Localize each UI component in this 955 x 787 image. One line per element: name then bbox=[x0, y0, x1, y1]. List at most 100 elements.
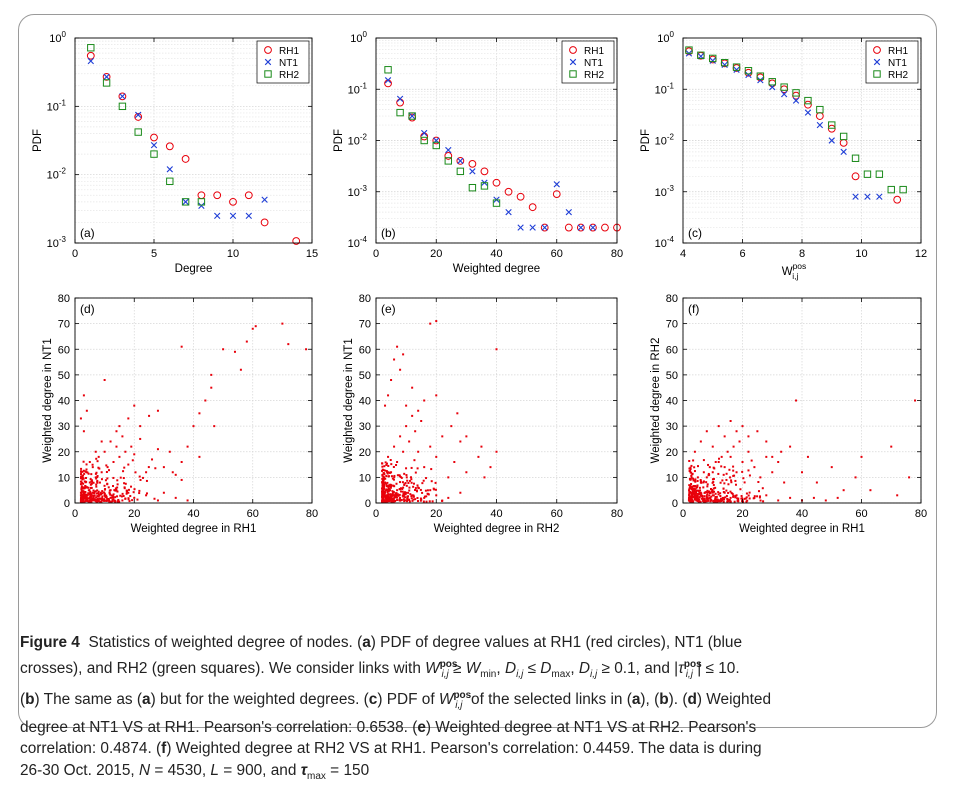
scatter-point bbox=[401, 487, 404, 490]
x-tick-label: 0 bbox=[72, 248, 78, 260]
scatter-point bbox=[192, 425, 195, 428]
scatter-point bbox=[124, 482, 127, 485]
data-point-rh1 bbox=[420, 132, 429, 141]
x-tick-label: 0 bbox=[72, 508, 78, 520]
scatter-point bbox=[124, 450, 127, 453]
scatter-point bbox=[414, 471, 417, 474]
scatter-point bbox=[689, 468, 692, 471]
scatter-point bbox=[708, 494, 711, 497]
y-tick-label: 100 bbox=[657, 30, 674, 45]
scatter-point bbox=[83, 496, 86, 499]
data-point-rh2 bbox=[480, 182, 489, 190]
panel-label: (b) bbox=[381, 226, 396, 240]
scatter-point bbox=[480, 445, 483, 448]
scatter-point bbox=[383, 500, 386, 503]
scatter-point bbox=[393, 358, 396, 361]
data-point-nt1 bbox=[517, 224, 524, 231]
scatter-point bbox=[125, 489, 128, 492]
scatter-point bbox=[410, 466, 413, 469]
data-point-rh1 bbox=[516, 192, 525, 201]
data-point-rh2 bbox=[166, 177, 174, 185]
scatter-point bbox=[156, 409, 159, 412]
scatter-point bbox=[698, 496, 701, 499]
scatter-point bbox=[402, 494, 405, 497]
chart-panel-5 bbox=[375, 297, 618, 504]
scatter-point bbox=[691, 472, 694, 475]
scatter-point bbox=[106, 466, 109, 469]
scatter-point bbox=[118, 500, 121, 503]
scatter-point bbox=[706, 493, 709, 496]
scatter-point bbox=[109, 500, 112, 503]
scatter-point bbox=[730, 492, 733, 495]
scatter-point bbox=[104, 479, 107, 482]
scatter-point bbox=[777, 461, 780, 463]
scatter-point bbox=[399, 435, 402, 438]
legend-label-nt1: NT1 bbox=[584, 58, 603, 69]
scatter-point bbox=[692, 491, 695, 494]
scatter-point bbox=[382, 493, 385, 496]
data-point-rh1 bbox=[134, 113, 143, 121]
scatter-point bbox=[722, 473, 725, 476]
scatter-point bbox=[400, 499, 403, 502]
scatter-point bbox=[114, 489, 117, 492]
scatter-point bbox=[408, 440, 411, 443]
scatter-point bbox=[731, 492, 734, 495]
scatter-point bbox=[688, 484, 691, 487]
chart-panel-3 bbox=[682, 37, 922, 244]
scatter-point bbox=[425, 477, 428, 480]
data-point-rh1 bbox=[504, 187, 513, 196]
scatter-point bbox=[693, 489, 696, 492]
data-point-rh1 bbox=[118, 92, 127, 101]
scatter-point bbox=[753, 496, 756, 499]
scatter-point bbox=[95, 483, 98, 486]
scatter-point bbox=[732, 465, 735, 468]
scatter-point bbox=[696, 479, 699, 482]
scatter-point bbox=[729, 496, 732, 499]
legend-marker-nt1 bbox=[569, 58, 577, 66]
scatter-point bbox=[742, 500, 745, 503]
scatter-point bbox=[743, 497, 746, 500]
data-point-rh1 bbox=[150, 133, 158, 142]
data-point-rh2 bbox=[780, 83, 788, 91]
scatter-point bbox=[908, 476, 911, 479]
scatter-point bbox=[122, 494, 125, 497]
y-tick-label: 60 bbox=[666, 344, 678, 356]
scatter-point bbox=[115, 430, 118, 433]
scatter-point bbox=[714, 496, 717, 499]
scatter-point bbox=[107, 499, 110, 502]
scatter-point bbox=[729, 500, 732, 503]
scatter-point bbox=[413, 459, 416, 462]
scatter-point bbox=[404, 493, 407, 496]
y-tick-label: 60 bbox=[359, 344, 371, 356]
scatter-point bbox=[80, 490, 83, 493]
scatter-point bbox=[717, 425, 720, 428]
x-axis-label: Weighted degree bbox=[453, 263, 540, 275]
scatter-point bbox=[99, 491, 102, 494]
scatter-point bbox=[408, 479, 411, 482]
scatter-point bbox=[430, 468, 433, 471]
scatter-point bbox=[734, 483, 737, 486]
scatter-point bbox=[111, 494, 114, 497]
scatter-point bbox=[695, 492, 698, 495]
scatter-point bbox=[392, 497, 395, 500]
scatter-point bbox=[708, 490, 711, 493]
scatter-point bbox=[696, 496, 699, 499]
scatter-point bbox=[386, 472, 389, 475]
scatter-point bbox=[127, 497, 130, 500]
figure-caption: Figure 4 Statistics of weighted degree o… bbox=[20, 632, 935, 787]
scatter-point bbox=[387, 493, 390, 496]
scatter-point bbox=[398, 488, 401, 491]
scatter-point bbox=[703, 499, 706, 502]
caption-line-2: crosses), and RH2 (green squares). We co… bbox=[20, 658, 740, 680]
scatter-point bbox=[765, 440, 768, 443]
data-point-rh1 bbox=[244, 191, 253, 200]
scatter-point bbox=[692, 479, 695, 482]
scatter-point bbox=[395, 496, 398, 499]
scatter-point bbox=[153, 497, 156, 500]
scatter-point bbox=[727, 500, 730, 503]
scatter-point bbox=[393, 445, 396, 448]
scatter-point bbox=[82, 394, 85, 397]
scatter-point bbox=[82, 474, 85, 477]
scatter-point bbox=[396, 489, 399, 492]
scatter-point bbox=[90, 500, 93, 503]
